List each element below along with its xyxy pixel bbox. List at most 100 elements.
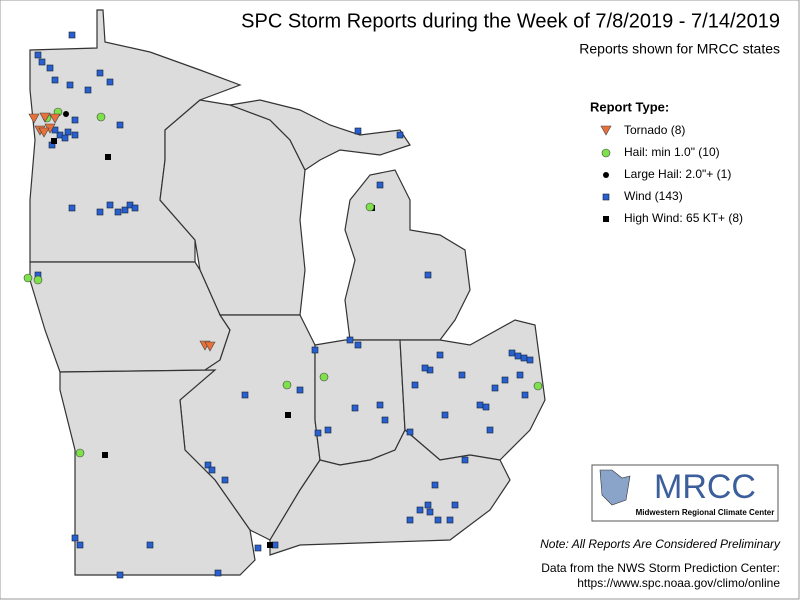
wind-report xyxy=(458,371,466,379)
wind-report xyxy=(426,508,434,516)
wind-report xyxy=(526,356,534,364)
wind-report xyxy=(76,541,84,549)
wind-report xyxy=(516,371,524,379)
wind-report xyxy=(520,354,528,362)
high-wind-report xyxy=(267,542,273,548)
states xyxy=(29,9,546,576)
wind-report xyxy=(451,501,459,509)
tornado-report xyxy=(204,341,216,352)
hail-report xyxy=(96,112,106,122)
hail-report xyxy=(23,273,33,283)
wind-report xyxy=(34,51,42,59)
legend-label: Wind (143) xyxy=(624,189,683,203)
wind-report xyxy=(96,208,104,216)
wind-report xyxy=(71,131,79,139)
indiana xyxy=(314,339,406,466)
wind-report xyxy=(204,461,212,469)
wind-report xyxy=(121,206,129,214)
wind-report xyxy=(424,271,432,279)
wind-report xyxy=(66,81,74,89)
wind-report xyxy=(114,208,122,216)
wind-report xyxy=(84,86,92,94)
wind-report xyxy=(96,69,104,77)
legend-hail xyxy=(601,148,611,158)
missouri xyxy=(59,369,256,576)
wind-report xyxy=(482,403,490,411)
wind-report xyxy=(116,121,124,129)
wind-report xyxy=(71,534,79,542)
wind-report xyxy=(351,404,359,412)
legend: Report Type: Tornado (8) Hail: min 1.0" … xyxy=(590,99,743,225)
wind-report xyxy=(441,411,449,419)
wind-report xyxy=(354,341,362,349)
high-wind-report xyxy=(51,138,57,144)
wind-report xyxy=(64,128,72,136)
legend-title: Report Type: xyxy=(590,99,669,114)
wind-report xyxy=(68,204,76,212)
logo-caption: Midwestern Regional Climate Center xyxy=(636,508,775,517)
legend-label: High Wind: 65 KT+ (8) xyxy=(624,211,743,225)
source: Data from the NWS Storm Prediction Cente… xyxy=(541,561,780,575)
wind-report xyxy=(376,401,384,409)
reports xyxy=(23,31,543,579)
wind-report xyxy=(411,381,419,389)
large-hail-report xyxy=(63,111,69,117)
wind-report xyxy=(208,466,216,474)
logo: MRCC Midwestern Regional Climate Center xyxy=(591,464,779,522)
wind-report xyxy=(434,516,442,524)
legend-label: Hail: min 1.0" (10) xyxy=(624,145,720,159)
wind-report xyxy=(296,386,304,394)
logo-text: MRCC xyxy=(654,468,756,506)
note: Note: All Reports Are Considered Prelimi… xyxy=(540,537,781,551)
hail-report xyxy=(533,381,543,391)
wind-report xyxy=(424,501,432,509)
wind-report xyxy=(221,476,229,484)
wind-report xyxy=(476,401,484,409)
wind-report xyxy=(324,426,332,434)
wind-report xyxy=(446,516,454,524)
upper-michigan xyxy=(227,99,411,171)
high-wind-report xyxy=(105,154,111,160)
wind-report xyxy=(421,364,429,372)
hail-report xyxy=(282,380,292,390)
hail-report xyxy=(319,372,329,382)
wind-report xyxy=(254,544,262,552)
wind-report xyxy=(406,516,414,524)
tornado-report xyxy=(38,127,50,138)
wind-report xyxy=(396,131,404,139)
hail-report xyxy=(365,202,375,212)
wind-report xyxy=(381,416,389,424)
wind-report xyxy=(406,428,414,436)
high-wind-report xyxy=(285,412,291,418)
wind-report xyxy=(106,78,114,86)
legend-label: Tornado (8) xyxy=(624,123,685,137)
kentucky xyxy=(269,429,511,556)
wind-report xyxy=(376,181,384,189)
source-url: https://www.spc.noaa.gov/climo/online xyxy=(577,576,780,590)
legend-tornado xyxy=(600,125,612,136)
wind-report xyxy=(116,571,124,579)
logo-icon xyxy=(599,469,631,506)
wind-report xyxy=(61,134,69,142)
wind-report xyxy=(521,391,529,399)
wind-report xyxy=(214,569,222,577)
subtitle: Reports shown for MRCC states xyxy=(579,41,780,57)
legend-high-wind xyxy=(603,216,609,222)
wind-report xyxy=(416,506,424,514)
legend-label: Large Hail: 2.0"+ (1) xyxy=(624,167,731,181)
wind-report xyxy=(314,429,322,437)
wind-report xyxy=(346,336,354,344)
lower-michigan xyxy=(344,169,471,341)
wind-report xyxy=(71,116,79,124)
wind-report xyxy=(491,384,499,392)
wind-report xyxy=(514,352,522,360)
iowa xyxy=(29,261,231,373)
wind-report xyxy=(46,64,54,72)
tornado-report xyxy=(39,112,51,123)
wind-report xyxy=(486,426,494,434)
title: SPC Storm Reports during the Week of 7/8… xyxy=(241,10,780,32)
wind-report xyxy=(106,201,114,209)
tornado-report xyxy=(49,113,61,124)
